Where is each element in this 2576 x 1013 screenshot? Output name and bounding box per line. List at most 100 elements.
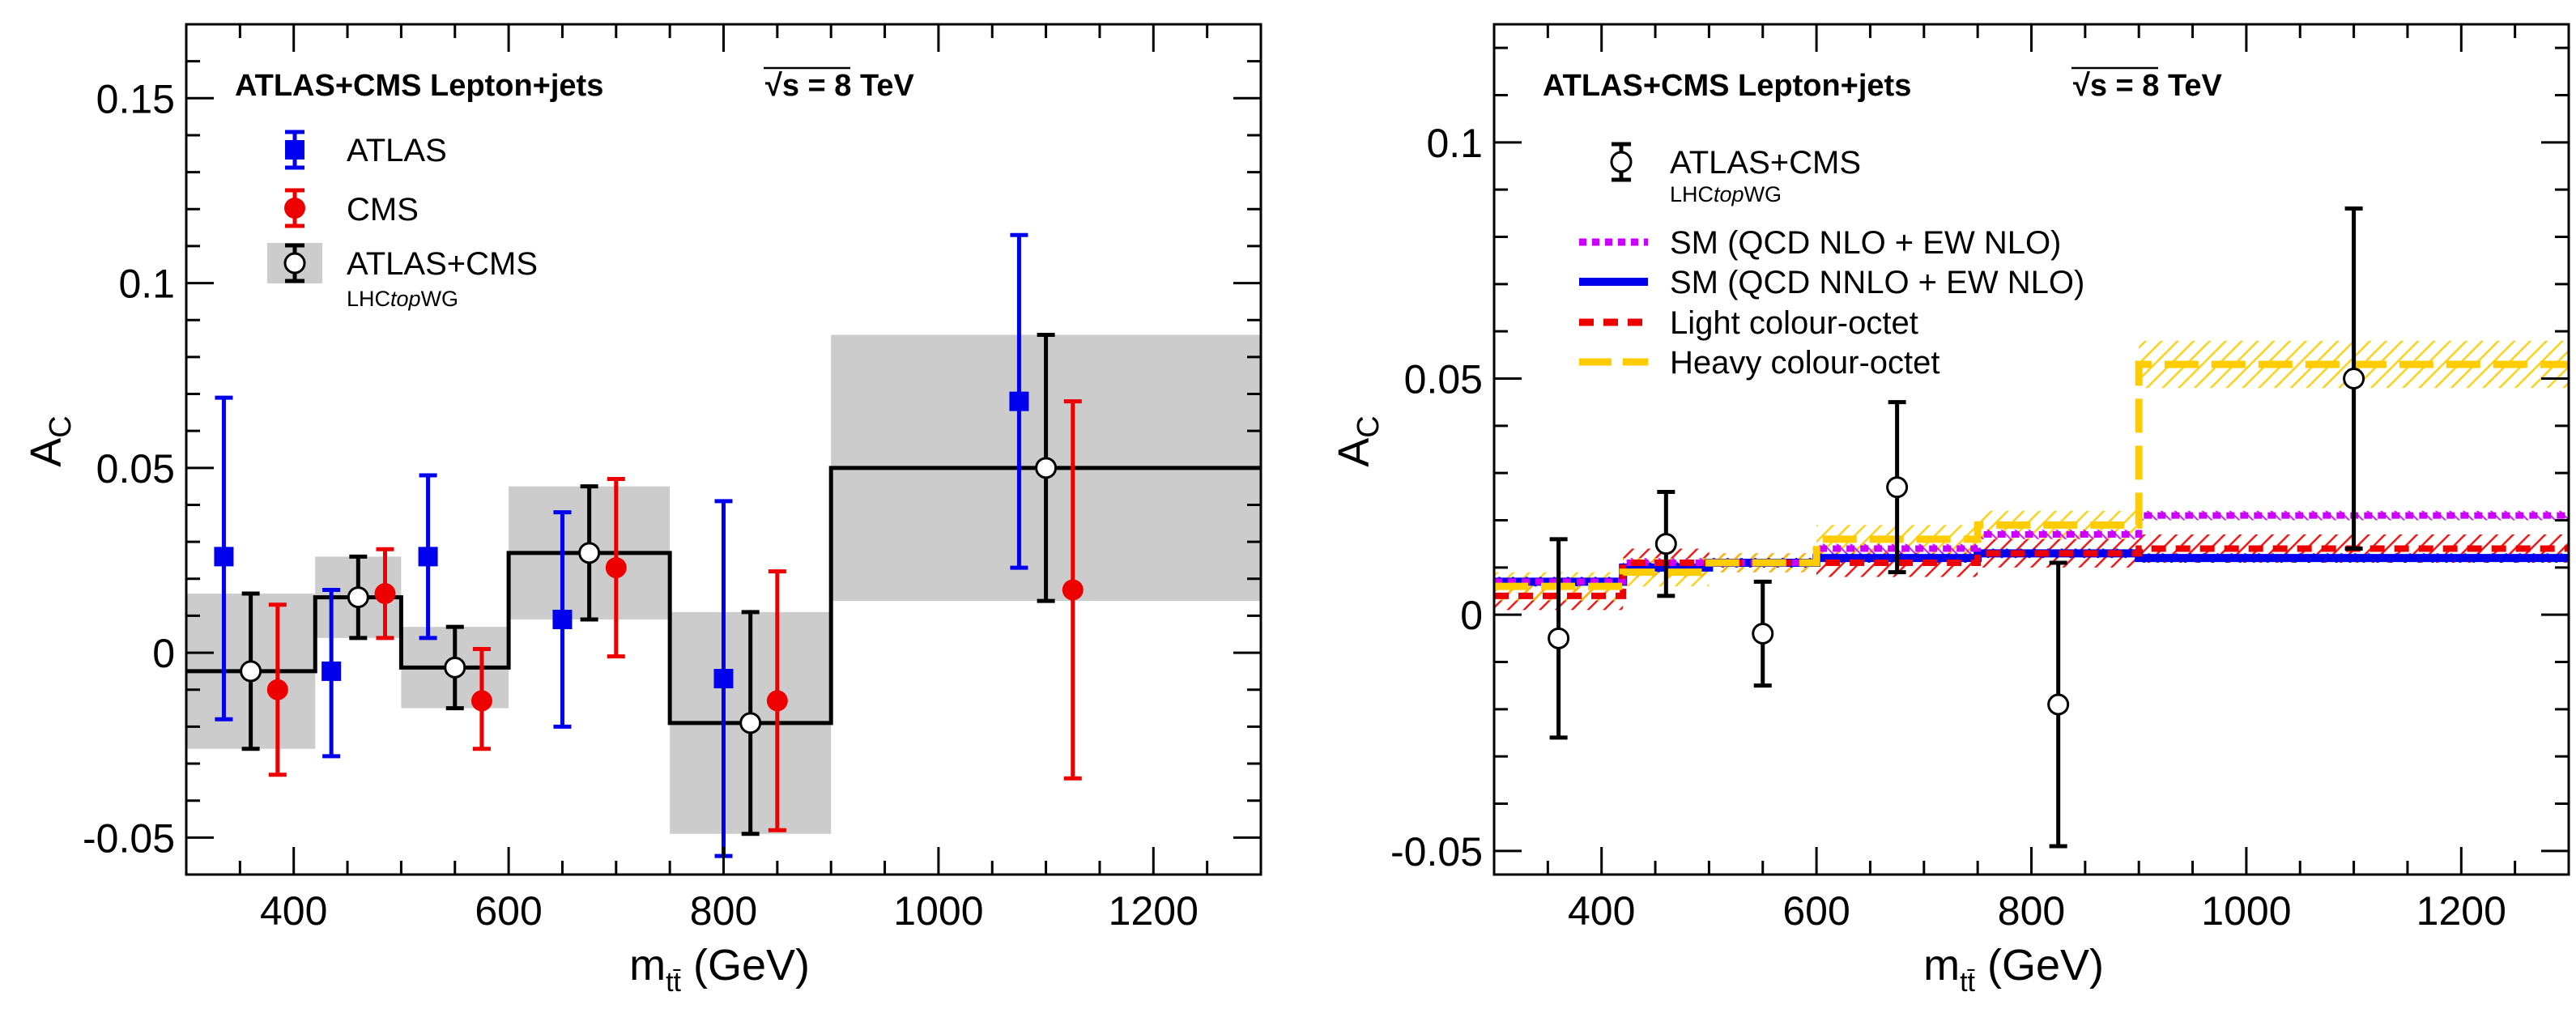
y-tick-label: 0.1 (118, 262, 175, 307)
combination-point-marker (1752, 623, 1774, 645)
atlas-point (713, 499, 734, 858)
heavy-octet-line (1494, 360, 2569, 590)
axes (1492, 23, 2570, 876)
y-tick-label: 0.15 (96, 76, 175, 121)
y-tick-labels: -0.05 0 0.05 0.1 (1390, 121, 1483, 875)
cms-point-marker (470, 690, 492, 712)
atlas-point (418, 473, 438, 641)
legend-entry-sm-nlo: SM (QCD NLO + EW NLO) (1579, 225, 2061, 261)
energy-label: √s = 8 TeV (765, 69, 915, 103)
prediction-lines (1494, 360, 2569, 599)
atlas-point (214, 395, 234, 721)
combination-step (186, 466, 1261, 726)
legend-entry-atlas: ATLAS (285, 130, 447, 170)
x-tick-label: 1000 (893, 888, 983, 934)
atlas-point (552, 510, 573, 729)
combination-point (1886, 400, 1909, 575)
combination-point-marker (444, 656, 466, 679)
atlas-point (321, 587, 342, 759)
combination-step-line (186, 466, 1261, 726)
combination-point (739, 610, 762, 836)
y-tick-label: 0.05 (96, 446, 175, 492)
combination-point (444, 624, 466, 711)
legend-entry-heavy-octet: Heavy colour-octet (1579, 345, 1939, 381)
legend-label-sm-nlo: SM (QCD NLO + EW NLO) (1670, 225, 2061, 261)
cms-point-marker (1062, 579, 1084, 601)
data-points (214, 232, 1084, 858)
cms-point-marker (266, 679, 288, 700)
cms-point (374, 547, 396, 641)
y-tick-labels: -0.05 0 0.05 0.1 0.15 (83, 76, 175, 861)
legend-label-light-octet: Light colour-octet (1670, 305, 1918, 341)
legend-label-combination: ATLAS+CMS (1670, 145, 1861, 181)
y-tick-label: 0.1 (1426, 121, 1483, 166)
y-tick-label: 0.05 (1404, 357, 1483, 402)
right-chart: 400 600 800 1000 1200 -0.05 0 0.05 0.1 ATLAS+CM… (1330, 23, 2570, 998)
combination-point-marker (240, 660, 262, 683)
data-points (1548, 206, 2365, 849)
x-tick-labels: 400 600 800 1000 1200 (1568, 888, 2506, 934)
x-tick-label: 400 (1568, 888, 1635, 934)
x-tick-label: 600 (475, 888, 542, 934)
chart-header: ATLAS+CMS Lepton+jets (1543, 69, 1911, 103)
legend-label-cms: CMS (347, 192, 419, 228)
x-tick-label: 800 (1998, 888, 2065, 934)
legend-combination-marker (1610, 151, 1633, 173)
combination-point (2047, 560, 2070, 849)
combination-point-marker (1035, 457, 1058, 479)
chart-header: ATLAS+CMS Lepton+jets (235, 69, 603, 103)
cms-point (266, 602, 288, 777)
x-tick-labels: 400 600 800 1000 1200 (260, 888, 1199, 934)
light-octet-line (1494, 545, 2569, 599)
legend: ATLAS CMS ATLAS+CMS LHCtopWG (267, 130, 538, 311)
cms-point-marker (766, 690, 788, 712)
y-tick-label: 0 (152, 631, 175, 676)
legend-sublabel-combination: LHCtopWG (1670, 182, 1782, 206)
y-tick-label: -0.05 (83, 815, 175, 861)
cms-point (605, 477, 627, 659)
combination-point-marker (578, 542, 601, 564)
legend-sublabel-combination: LHCtopWG (347, 287, 458, 311)
axes (185, 23, 1262, 876)
combination-point (1654, 490, 1677, 598)
atlas-point-marker (321, 661, 342, 681)
cms-point-marker (605, 557, 627, 579)
combination-point (240, 591, 262, 751)
y-tick-label: -0.05 (1390, 829, 1483, 875)
atlas-point-marker (552, 610, 573, 629)
y-axis-title: AC (22, 415, 78, 466)
combination-point (578, 484, 601, 622)
cms-point-marker (374, 583, 396, 605)
combination-point (1752, 579, 1774, 688)
energy-label: √s = 8 TeV (2073, 69, 2223, 103)
y-axis-title: AC (1330, 415, 1386, 466)
x-tick-label: 1000 (2201, 888, 2291, 934)
cms-point (766, 569, 788, 832)
cms-point (1062, 399, 1084, 781)
y-tick-label: 0 (1460, 593, 1483, 638)
legend-combination-marker (283, 252, 306, 275)
combination-point (1548, 537, 1570, 740)
atlas-point-marker (713, 669, 734, 689)
cms-point (470, 647, 492, 751)
combination-point (347, 554, 369, 641)
combination-point (1035, 332, 1058, 603)
combination-point-marker (739, 712, 762, 734)
atlas-point-marker (1009, 391, 1029, 411)
combination-point (2343, 206, 2365, 551)
legend-label-combination: ATLAS+CMS (347, 246, 538, 282)
x-axis-title: mtt̄ (GeV) (1923, 941, 2104, 998)
legend-entry-combination: ATLAS+CMS LHCtopWG (1610, 142, 1861, 206)
legend-label-heavy-octet: Heavy colour-octet (1670, 345, 1939, 381)
atlas-point (1009, 232, 1029, 570)
legend-cms-marker (284, 198, 305, 219)
combination-point-marker (1886, 476, 1909, 499)
x-tick-label: 600 (1782, 888, 1850, 934)
combination-point-marker (2047, 693, 2070, 716)
atlas-point-marker (418, 547, 438, 567)
legend-label-atlas: ATLAS (347, 133, 447, 168)
combination-point-marker (2343, 368, 2365, 389)
combination-point-marker (1654, 533, 1677, 555)
x-axis-title: mtt̄ (GeV) (629, 941, 810, 998)
legend-entry-sm-nnlo: SM (QCD NNLO + EW NLO) (1579, 265, 2084, 300)
